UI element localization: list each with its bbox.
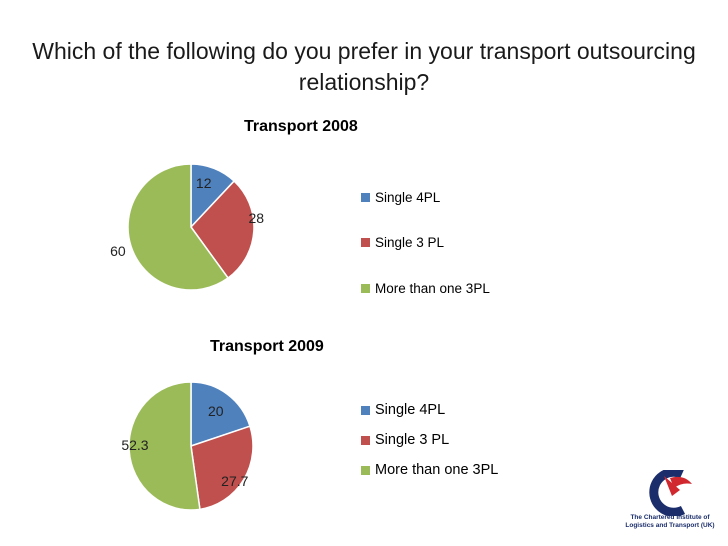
legend-item-more-than-one-3pl: More than one 3PL — [361, 281, 490, 296]
legend-item-single-4pl: Single 4PL — [361, 190, 440, 205]
slice-single-3pl — [190, 425, 254, 511]
data-label-single-4pl: 20 — [208, 403, 224, 419]
legend-swatch — [361, 465, 370, 475]
data-label-single-4pl: 12 — [196, 175, 212, 191]
pie-2009-svg: 20 27.7 52.3 — [121, 381, 254, 511]
cilt-logo: The Chartered Institute of Logistics and… — [620, 467, 720, 540]
slice-single-3pl — [190, 180, 255, 280]
legend-label: Single 3 PL — [375, 432, 450, 448]
legend-swatch — [361, 238, 370, 247]
legend-item-single-4pl: Single 4PL — [361, 402, 445, 418]
chart-title: Transport 2008 — [244, 118, 358, 135]
legend-swatch — [361, 193, 370, 202]
legend-swatch — [361, 435, 370, 445]
legend-label: More than one 3PL — [375, 281, 490, 296]
legend-swatch — [361, 284, 370, 293]
cilt-logo-icon — [649, 467, 692, 517]
logo-text-line-2: Logistics and Transport (UK) — [625, 522, 715, 529]
legend-label: Single 4PL — [375, 402, 446, 418]
legend-label: More than one 3PL — [375, 462, 499, 478]
data-label-more-than-one-3pl: 60 — [110, 243, 126, 259]
legend-label: Single 4PL — [375, 190, 441, 205]
legend-item-more-than-one-3pl: More than one 3PL — [361, 462, 498, 478]
slice-more-than-one-3pl — [128, 381, 201, 511]
slide-title: Which of the following do you prefer in … — [32, 38, 696, 95]
pie-chart-2008: Transport 2008 12 28 60 Single 4PL Single … — [0, 112, 728, 312]
slice-more-than-one-3pl — [127, 163, 230, 291]
data-label-more-than-one-3pl: 52.3 — [121, 437, 148, 453]
data-label-single-3pl: 28 — [248, 210, 264, 226]
pie-chart-2009: Transport 2009 20 27.7 52.3 Single 4PL Sin… — [0, 332, 728, 512]
pie-2008-svg: 12 28 60 — [110, 163, 264, 291]
legend-swatch — [361, 405, 370, 415]
data-label-single-3pl: 27.7 — [221, 473, 248, 489]
logo-text-line-1: The Chartered Institute of — [630, 514, 710, 521]
chart-title: Transport 2009 — [210, 338, 324, 355]
legend-item-single-3pl: Single 3 PL — [361, 432, 449, 448]
legend-label: Single 3 PL — [375, 235, 445, 250]
slice-single-4pl — [190, 381, 251, 448]
legend-item-single-3pl: Single 3 PL — [361, 235, 444, 250]
